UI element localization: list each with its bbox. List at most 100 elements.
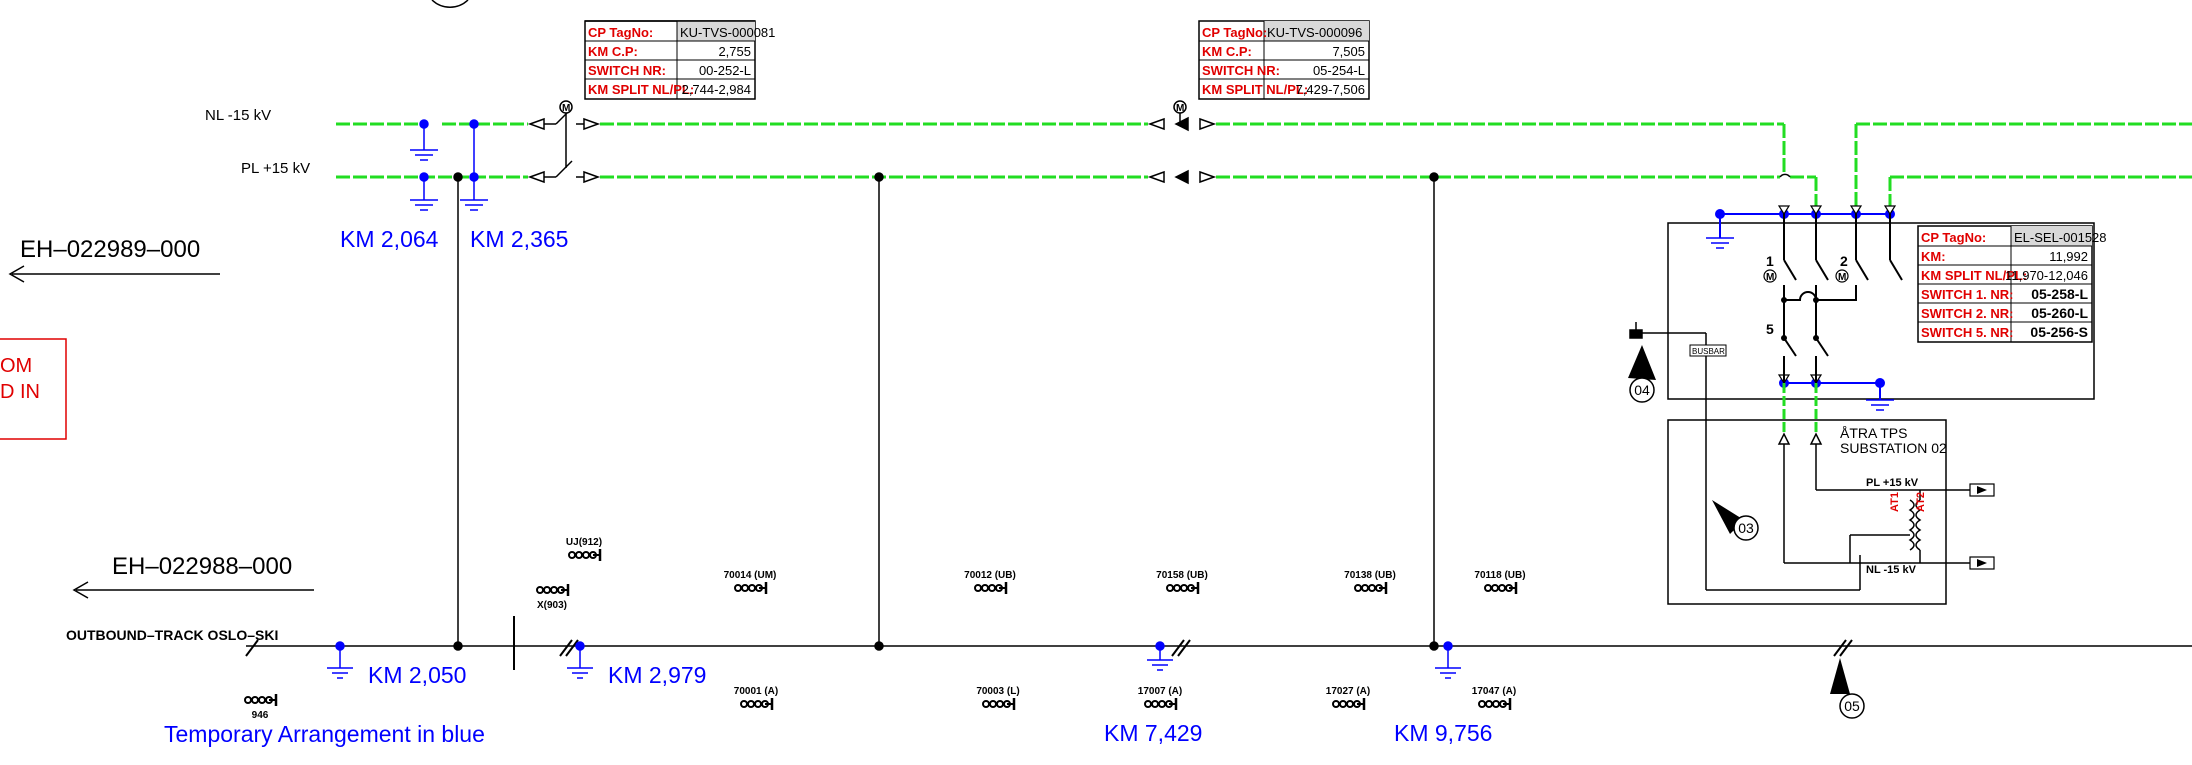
- pl-busbar: [336, 175, 2192, 208]
- svg-text:SWITCH NR:: SWITCH NR:: [1202, 63, 1280, 78]
- km-9756-label: KM 9,756: [1394, 720, 1492, 746]
- clipped-note-line2: D IN: [0, 381, 40, 403]
- substation-wiring: [1777, 432, 1970, 564]
- svg-text:11,970-12,046: 11,970-12,046: [2005, 268, 2088, 283]
- switch-number-2: 2: [1840, 253, 1848, 269]
- callout-03: 03: [1712, 500, 1759, 541]
- svg-text:BUSBAR: BUSBAR: [1692, 347, 1725, 356]
- temporary-track-earths: [327, 641, 1461, 679]
- substation-nl-label: NL -15 kV: [1866, 564, 1917, 576]
- svg-text:KM:: KM:: [1921, 249, 1946, 264]
- sig-x903: X(903): [536, 584, 570, 611]
- sig-946-label: 946: [252, 710, 269, 721]
- sig-17007-label: 17007 (A): [1138, 686, 1182, 697]
- svg-text:KU-TVS-000081: KU-TVS-000081: [680, 25, 775, 40]
- svg-text:KM SPLIT NL/PL:: KM SPLIT NL/PL:: [588, 82, 694, 97]
- svg-text:11,992: 11,992: [2049, 249, 2088, 264]
- svg-text:CP TagNo:: CP TagNo:: [588, 25, 653, 40]
- km-2064-label: KM 2,064: [340, 226, 439, 252]
- svg-text:04: 04: [1634, 382, 1650, 398]
- svg-text:05-256-S: 05-256-S: [2030, 324, 2088, 340]
- svg-text:SWITCH 5. NR:: SWITCH 5. NR:: [1921, 325, 2013, 340]
- svg-text:KM C.P:: KM C.P:: [1202, 44, 1252, 59]
- sig-17027: 17027 (A): [1326, 686, 1370, 710]
- sig-uj912-label: UJ(912): [566, 537, 602, 548]
- track-label: OUTBOUND–TRACK OSLO–SKI: [66, 627, 278, 643]
- station-feed-arrows: [1777, 205, 1897, 385]
- svg-text:05-254-L: 05-254-L: [1313, 63, 1365, 78]
- substation-name-line1: ÅTRA TPS: [1840, 425, 1907, 441]
- at1-label: AT1: [1889, 492, 1901, 512]
- switch-number-1: 1: [1766, 253, 1774, 269]
- svg-text:SWITCH NR:: SWITCH NR:: [588, 63, 666, 78]
- section-switch-cp2: [1147, 100, 1217, 185]
- motor-operators: [1763, 269, 1849, 283]
- partial-callout-circle: [431, 0, 469, 8]
- sig-70158-label: 70158 (UB): [1156, 570, 1208, 581]
- tag-box-cp1: CP TagNo: KM C.P: SWITCH NR: KM SPLIT NL…: [584, 20, 775, 100]
- tag-box-sel: CP TagNo: KM: KM SPLIT NL/PL: SWITCH 1. …: [1917, 225, 2107, 343]
- motor-symbol: M: [1176, 103, 1184, 114]
- busbar-tag: [1689, 344, 1727, 357]
- clipped-note-box: [0, 338, 67, 440]
- svg-text:2,755: 2,755: [718, 44, 751, 59]
- sig-946: 946: [244, 694, 278, 721]
- reference-eh-022989: EH–022989–000: [20, 236, 200, 263]
- tag-box-cp2: CP TagNo: KM C.P: SWITCH NR: KM SPLIT NL…: [1198, 20, 1370, 100]
- pl-bus-label: PL +15 kV: [241, 160, 310, 177]
- substation-feeders: [1782, 383, 1818, 434]
- sig-17047: 17047 (A): [1472, 686, 1516, 710]
- svg-text:7,429-7,506: 7,429-7,506: [1296, 82, 1365, 97]
- svg-text:CP TagNo:: CP TagNo:: [1202, 25, 1267, 40]
- sig-70138: 70138 (UB): [1344, 570, 1396, 594]
- svg-text:03: 03: [1738, 520, 1754, 536]
- temporary-earth-km2064: [410, 119, 438, 211]
- sig-uj912: UJ(912): [566, 537, 602, 561]
- svg-text:M: M: [1766, 272, 1774, 283]
- sig-70003: 70003 (L): [976, 686, 1020, 710]
- svg-text:KU-TVS-000096: KU-TVS-000096: [1267, 25, 1362, 40]
- sig-70138-label: 70138 (UB): [1344, 570, 1396, 581]
- station-disconnectors: [1783, 214, 1903, 383]
- km-7429-label: KM 7,429: [1104, 720, 1202, 746]
- svg-text:2,744-2,984: 2,744-2,984: [682, 82, 751, 97]
- track-links: [453, 172, 1439, 651]
- track-insulation-marks: [245, 616, 1853, 670]
- svg-text:KM C.P:: KM C.P:: [588, 44, 638, 59]
- sig-70012-label: 70012 (UB): [964, 570, 1016, 581]
- svg-text:EL-SEL-001528: EL-SEL-001528: [2014, 230, 2107, 245]
- signals-top: UJ(912) X(903) 70014 (UM) 70012 (UB) 70158 (…: [536, 537, 1526, 611]
- at2-label: AT2: [1915, 492, 1927, 512]
- sig-70014: 70014 (UM): [724, 570, 776, 594]
- sig-17007: 17007 (A): [1138, 686, 1182, 710]
- km-2365-label: KM 2,365: [470, 226, 568, 252]
- km-2050-label: KM 2,050: [368, 662, 466, 688]
- svg-text:05-260-L: 05-260-L: [2031, 305, 2088, 321]
- svg-text:CP TagNo:: CP TagNo:: [1921, 230, 1986, 245]
- sig-70118: 70118 (UB): [1474, 570, 1526, 594]
- sig-70012: 70012 (UB): [964, 570, 1016, 594]
- signals-bottom: 946 70001 (A) 70003 (L) 17007 (A) 17027 (A) 1…: [244, 686, 1516, 721]
- switch-number-5: 5: [1766, 321, 1774, 337]
- sig-70001: 70001 (A): [734, 686, 778, 710]
- svg-text:KM SPLIT NL/PL:: KM SPLIT NL/PL:: [1921, 268, 2027, 283]
- substation-name-line2: SUBSTATION 02: [1840, 440, 1947, 456]
- sig-x903-label: X(903): [537, 600, 567, 611]
- callout-04: 04: [1628, 345, 1656, 403]
- temporary-arrangement-note: Temporary Arrangement in blue: [164, 721, 485, 747]
- earth-switch-handle: [1629, 322, 1861, 591]
- sig-70118-label: 70118 (UB): [1474, 570, 1525, 581]
- svg-text:M: M: [1838, 272, 1846, 283]
- sig-17027-label: 17027 (A): [1326, 686, 1370, 697]
- svg-text:SWITCH 2. NR:: SWITCH 2. NR:: [1921, 306, 2013, 321]
- sig-17047-label: 17047 (A): [1472, 686, 1516, 697]
- sel-busbars: [1715, 209, 1895, 400]
- svg-text:7,505: 7,505: [1332, 44, 1365, 59]
- nl-bus-label: NL -15 kV: [205, 107, 271, 124]
- callout-05: 05: [1830, 658, 1865, 719]
- svg-text:05: 05: [1844, 698, 1860, 714]
- reference-eh-022988: EH–022988–000: [112, 553, 292, 580]
- sig-70003-label: 70003 (L): [976, 686, 1019, 697]
- clipped-note-line1: OM: [0, 355, 32, 377]
